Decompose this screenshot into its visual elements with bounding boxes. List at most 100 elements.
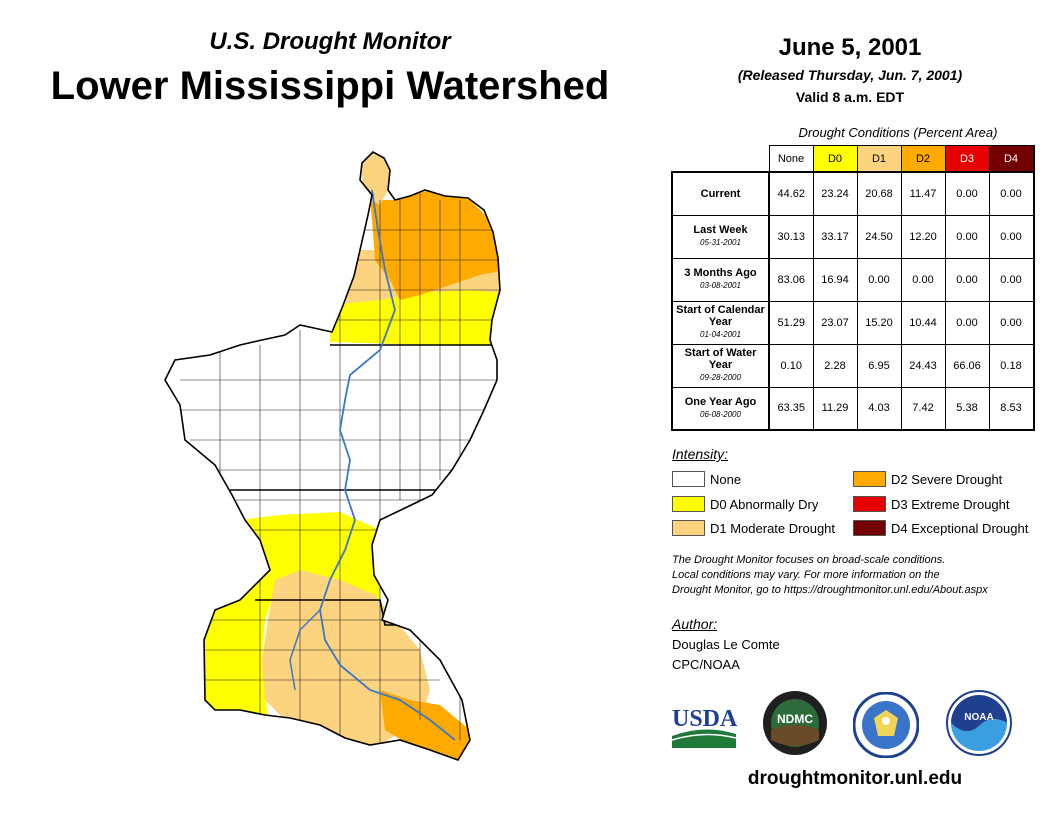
map-title: Lower Mississippi Watershed bbox=[50, 64, 610, 108]
table-cell: 20.68 bbox=[856, 171, 902, 216]
zone-d0-south bbox=[200, 512, 380, 720]
table-cell: 0.00 bbox=[988, 300, 1035, 345]
table-cell: 15.20 bbox=[856, 300, 902, 345]
row-label: Last Week 05-31-2001 bbox=[671, 214, 770, 259]
table-cell: 63.35 bbox=[768, 386, 814, 431]
table-row: Current 44.62 23.24 20.68 11.47 0.00 0.0… bbox=[671, 171, 1035, 216]
legend-swatch-none bbox=[672, 471, 705, 487]
table-cell: 0.00 bbox=[944, 171, 990, 216]
row-label: Current bbox=[671, 171, 770, 216]
row-date: 01-04-2001 bbox=[700, 330, 741, 339]
table-cell: 2.28 bbox=[812, 343, 858, 388]
note-line: Drought Monitor, go to https://droughtmo… bbox=[672, 584, 988, 596]
table-caption: Drought Conditions (Percent Area) bbox=[798, 125, 998, 140]
table-cell: 30.13 bbox=[768, 214, 814, 259]
header-blank bbox=[672, 146, 769, 173]
table-cell: 8.53 bbox=[988, 386, 1035, 431]
table-cell: 10.44 bbox=[900, 300, 946, 345]
table-cell: 6.95 bbox=[856, 343, 902, 388]
table-cell: 0.00 bbox=[944, 257, 990, 302]
row-date: 03-08-2001 bbox=[700, 281, 741, 290]
table-cell: 44.62 bbox=[768, 171, 814, 216]
table-row: 3 Months Ago 03-08-2001 83.06 16.94 0.00 … bbox=[671, 257, 1035, 302]
legend-item-d1: D1 Moderate Drought bbox=[672, 519, 835, 537]
author-name: Douglas Le Comte bbox=[672, 637, 780, 652]
footer-url[interactable]: droughtmonitor.unl.edu bbox=[747, 768, 963, 789]
author-label: Author: bbox=[672, 616, 718, 632]
row-label: Start of Water Year 09-28-2000 bbox=[671, 343, 770, 388]
legend-title: Intensity: bbox=[672, 446, 729, 462]
row-label: 3 Months Ago 03-08-2001 bbox=[671, 257, 770, 302]
table-cell: 11.29 bbox=[812, 386, 858, 431]
table-header-row: None D0 D1 D2 D3 D4 bbox=[672, 145, 1035, 173]
table-cell: 66.06 bbox=[944, 343, 990, 388]
zone-d2-south bbox=[380, 690, 470, 760]
table-cell: 23.07 bbox=[812, 300, 858, 345]
note-line: Local conditions may vary. For more info… bbox=[672, 569, 940, 581]
mississippi-river bbox=[319, 189, 456, 741]
table-cell: 0.00 bbox=[944, 300, 990, 345]
legend-swatch-d3 bbox=[853, 496, 886, 512]
table-cell: 0.00 bbox=[856, 257, 902, 302]
table-cell: 0.00 bbox=[988, 214, 1035, 259]
table-cell: 0.00 bbox=[900, 257, 946, 302]
legend-item-d2: D2 Severe Drought bbox=[853, 470, 1002, 488]
note-line: The Drought Monitor focuses on broad-sca… bbox=[672, 554, 946, 566]
usda-logo: USDA bbox=[671, 706, 738, 748]
commerce-seal-logo bbox=[853, 692, 919, 758]
col-d2: D2 bbox=[900, 145, 946, 173]
table-row: Last Week 05-31-2001 30.13 33.17 24.50 12… bbox=[671, 214, 1035, 259]
drought-conditions-table: None D0 D1 D2 D3 D4 Current 44.62 23.24 … bbox=[671, 145, 1035, 431]
svg-text:NDMC: NDMC bbox=[777, 712, 813, 726]
row-date: 06-08-2000 bbox=[700, 409, 741, 419]
row-date: 09-28-2000 bbox=[700, 373, 741, 382]
table-row: One Year Ago 06-08-2000 63.35 11.29 4.03 … bbox=[671, 386, 1035, 431]
map-date: June 5, 2001 bbox=[778, 34, 922, 61]
legend-item-d4: D4 Exceptional Drought bbox=[853, 519, 1028, 537]
legend-label: D0 Abnormally Dry bbox=[710, 496, 819, 512]
table-cell: 12.20 bbox=[900, 214, 946, 259]
legend-label: None bbox=[710, 471, 742, 487]
col-d3: D3 bbox=[944, 145, 990, 173]
table-cell: 24.50 bbox=[856, 214, 902, 259]
legend-label: D3 Extreme Drought bbox=[891, 496, 1010, 512]
table-cell: 51.29 bbox=[768, 300, 814, 345]
author-org: CPC/NOAA bbox=[672, 657, 740, 672]
disclaimer-note: The Drought Monitor focuses on broad-sca… bbox=[672, 553, 1042, 598]
table-cell: 0.18 bbox=[988, 343, 1035, 388]
row-date: 05-31-2001 bbox=[700, 238, 741, 247]
zone-d2-north bbox=[370, 190, 500, 300]
col-d1: D1 bbox=[856, 145, 902, 173]
legend-swatch-d1 bbox=[672, 520, 705, 536]
table-cell: 11.47 bbox=[900, 171, 946, 216]
drought-map bbox=[164, 151, 501, 761]
table-cell: 16.94 bbox=[812, 257, 858, 302]
table-cell: 0.00 bbox=[988, 171, 1035, 216]
table-cell: 4.03 bbox=[856, 386, 902, 431]
svg-text:USDA: USDA bbox=[672, 706, 738, 732]
row-label: One Year Ago 06-08-2000 bbox=[671, 386, 770, 431]
table-cell: 24.43 bbox=[900, 343, 946, 388]
table-cell: 0.00 bbox=[944, 214, 990, 259]
col-d0: D0 bbox=[812, 145, 858, 173]
river-branch bbox=[289, 609, 321, 691]
table-cell: 5.38 bbox=[944, 386, 990, 431]
row-label: Start of Calendar Year 01-04-2001 bbox=[671, 300, 770, 345]
legend-label: D2 Severe Drought bbox=[891, 471, 1003, 487]
release-date: (Released Thursday, Jun. 7, 2001) bbox=[737, 67, 963, 83]
table-row: Start of Calendar Year 01-04-2001 51.29 2… bbox=[671, 300, 1035, 345]
legend-item-none: None bbox=[672, 470, 741, 488]
legend-swatch-d4 bbox=[853, 520, 886, 536]
col-none: None bbox=[768, 145, 814, 173]
legend-swatch-d2 bbox=[853, 471, 886, 487]
noaa-logo: NOAA bbox=[946, 690, 1012, 756]
table-cell: 0.00 bbox=[988, 257, 1035, 302]
legend-label: D1 Moderate Drought bbox=[710, 520, 836, 536]
svg-text:NOAA: NOAA bbox=[964, 712, 993, 723]
legend-swatch-d0 bbox=[672, 496, 705, 512]
zone-d0-north bbox=[330, 290, 500, 345]
legend-item-d3: D3 Extreme Drought bbox=[853, 495, 1010, 513]
table-cell: 83.06 bbox=[768, 257, 814, 302]
map-subtitle: U.S. Drought Monitor bbox=[209, 28, 451, 55]
table-cell: 23.24 bbox=[812, 171, 858, 216]
